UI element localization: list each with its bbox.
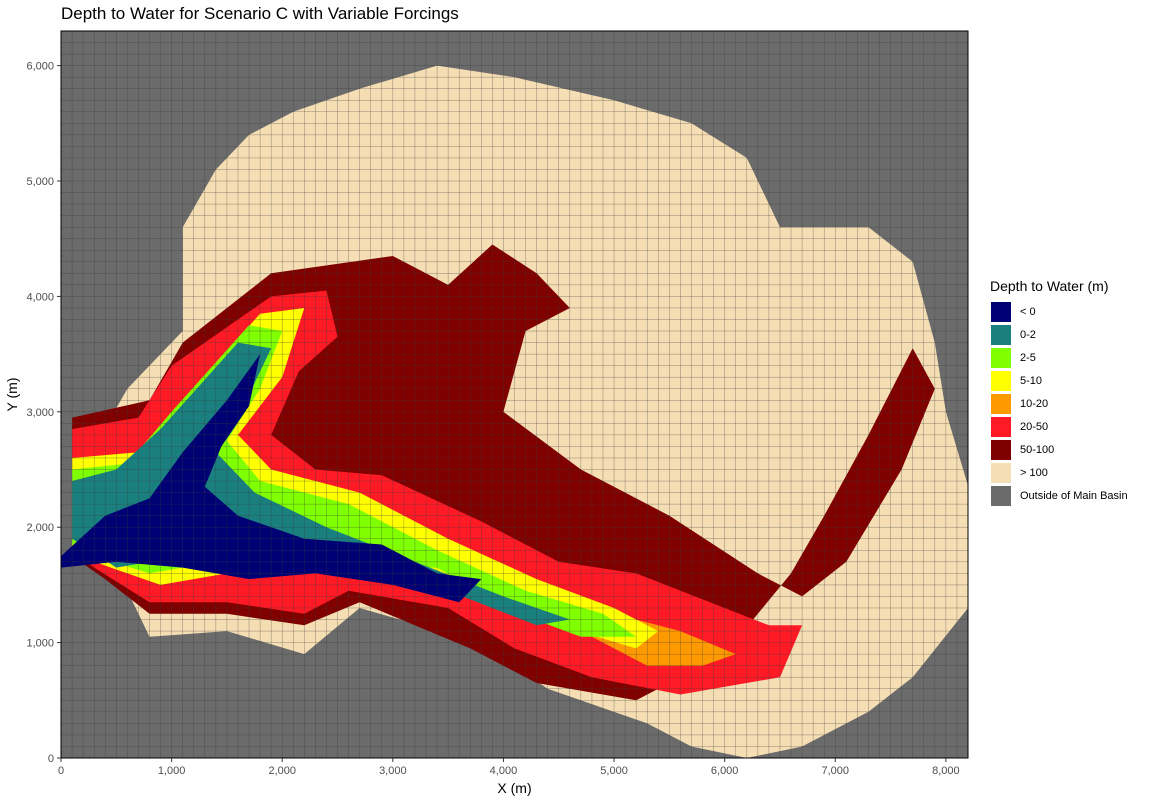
x-tick-label: 5,000 bbox=[600, 765, 628, 777]
legend-swatch bbox=[990, 369, 1012, 392]
legend-swatch bbox=[990, 392, 1012, 415]
y-tick-label: 3,000 bbox=[26, 407, 54, 419]
legend-label: 0-2 bbox=[1020, 328, 1036, 341]
x-tick-label: 1,000 bbox=[158, 765, 186, 777]
y-tick-label: 0 bbox=[48, 753, 54, 765]
x-tick-label: 6,000 bbox=[711, 765, 739, 777]
legend-swatch bbox=[990, 300, 1012, 323]
legend-label: 10-20 bbox=[1020, 397, 1049, 410]
legend-label: > 100 bbox=[1020, 466, 1048, 479]
legend: Depth to Water (m) < 0 0-2 2-5 5-10 10-20 20-… bbox=[990, 278, 1150, 507]
legend-item: Outside of Main Basin bbox=[990, 484, 1150, 507]
legend-item: 20-50 bbox=[990, 415, 1150, 438]
legend-swatch bbox=[990, 415, 1012, 438]
plot-border bbox=[60, 30, 969, 759]
legend-item: < 0 bbox=[990, 300, 1150, 323]
legend-swatch bbox=[990, 461, 1012, 484]
legend-item: 10-20 bbox=[990, 392, 1150, 415]
legend-label: 5-10 bbox=[1020, 374, 1043, 387]
legend-swatch bbox=[990, 484, 1012, 507]
legend-items: < 0 0-2 2-5 5-10 10-20 20-50 50-100 > 100 Outsid… bbox=[990, 300, 1150, 507]
legend-title: Depth to Water (m) bbox=[990, 278, 1109, 294]
legend-swatch bbox=[990, 323, 1012, 346]
y-tick-label: 5,000 bbox=[26, 176, 54, 188]
x-axis-title: X (m) bbox=[497, 780, 531, 796]
x-tick-label: 2,000 bbox=[268, 765, 296, 777]
x-tick-label: 0 bbox=[58, 765, 64, 777]
legend-label: < 0 bbox=[1020, 305, 1036, 318]
x-tick-label: 7,000 bbox=[822, 765, 850, 777]
legend-item: 0-2 bbox=[990, 323, 1150, 346]
chart-title: Depth to Water for Scenario C with Varia… bbox=[61, 4, 459, 23]
y-tick-label: 2,000 bbox=[26, 522, 54, 534]
x-tick-label: 4,000 bbox=[490, 765, 518, 777]
plot-area bbox=[61, 31, 968, 758]
legend-label: 50-100 bbox=[1020, 443, 1055, 456]
zone-region-0 bbox=[61, 354, 482, 603]
y-axis-title: Y (m) bbox=[4, 378, 20, 412]
x-tick-label: 8,000 bbox=[932, 765, 960, 777]
legend-swatch bbox=[990, 346, 1012, 369]
legend-label: Outside of Main Basin bbox=[1020, 489, 1128, 502]
legend-label: 2-5 bbox=[1020, 351, 1036, 364]
axes: 0 1,000 2,000 3,000 4,000 5,000 6,000 7,000 8,00… bbox=[26, 30, 969, 777]
legend-item: 2-5 bbox=[990, 346, 1150, 369]
legend-item: 50-100 bbox=[990, 438, 1150, 461]
legend-swatch bbox=[990, 438, 1012, 461]
y-tick-label: 4,000 bbox=[26, 291, 54, 303]
cell-grid bbox=[61, 31, 968, 758]
legend-item: 5-10 bbox=[990, 369, 1150, 392]
legend-item: > 100 bbox=[990, 461, 1150, 484]
y-tick-label: 1,000 bbox=[26, 638, 54, 650]
legend-label: 20-50 bbox=[1020, 420, 1049, 433]
x-tick-label: 3,000 bbox=[379, 765, 407, 777]
y-tick-label: 6,000 bbox=[26, 61, 54, 73]
